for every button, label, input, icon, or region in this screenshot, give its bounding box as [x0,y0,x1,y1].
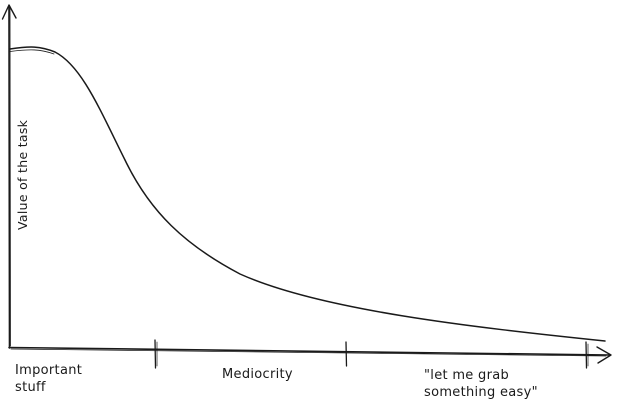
value-curve [9,46,606,342]
y-axis [1,4,17,349]
x-axis [8,346,612,364]
segment-label-mediocrity: Mediocrity [222,367,293,382]
segment-label-important-line2: stuff [15,380,46,395]
y-axis-label: Value of the task [15,119,30,230]
x-axis-separator-1 [154,339,158,369]
segment-label-easy: "let me grab [424,368,509,383]
segment-label-easy-line2: something easy" [424,385,538,400]
segment-label-important: Important [15,363,82,378]
x-axis-separator-3 [585,341,589,369]
x-axis-separator-2 [345,341,348,367]
